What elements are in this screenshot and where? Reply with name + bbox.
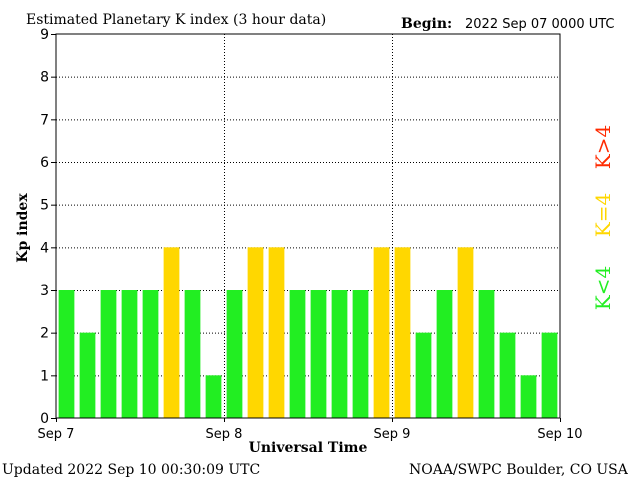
y-tick-label: 9: [40, 27, 49, 43]
y-axis-ticks: 0 1 2 3 4 5 6 7 8 9: [40, 27, 56, 427]
updated-timestamp: Updated 2022 Sep 10 00:30:09 UTC: [2, 462, 260, 478]
kp-bar: [142, 290, 159, 418]
kp-bar: [226, 290, 243, 418]
y-tick-label: 0: [40, 411, 49, 427]
x-axis-ticks: Sep 7 Sep 8 Sep 9 Sep 10: [38, 418, 583, 442]
plot-area: 0 1 2 3 4 5 6 7 8 9 Sep 7 Sep 8 Sep 9 Sep 10: [38, 27, 583, 442]
kp-bar: [457, 247, 474, 418]
kp-bar: [247, 247, 264, 418]
y-tick-label: 5: [40, 198, 49, 214]
y-tick-label: 8: [40, 70, 49, 86]
kp-bar: [121, 290, 138, 418]
kp-bar: [394, 247, 411, 418]
kp-bar: [352, 290, 369, 418]
kp-bar: [79, 332, 96, 418]
kp-bar: [163, 247, 180, 418]
kp-bar: [520, 375, 537, 418]
x-tick-label: Sep 8: [206, 427, 243, 442]
bars: [58, 247, 558, 418]
kp-bar: [331, 290, 348, 418]
kp-bar: [310, 290, 327, 418]
gridlines: [56, 34, 560, 418]
y-tick-label: 3: [40, 283, 49, 299]
legend-k-equal-4: K=4: [591, 193, 615, 237]
kp-bar: [58, 290, 75, 418]
y-tick-label: 1: [40, 368, 49, 384]
kp-bar: [415, 332, 432, 418]
begin-label: Begin:: [401, 16, 452, 32]
kp-bar: [373, 247, 390, 418]
kp-bar: [499, 332, 516, 418]
kp-bar: [478, 290, 495, 418]
x-tick-label: Sep 7: [38, 427, 75, 442]
x-axis-label: Universal Time: [249, 440, 368, 456]
x-tick-label: Sep 9: [374, 427, 411, 442]
kp-bar: [205, 375, 222, 418]
data-source: NOAA/SWPC Boulder, CO USA: [409, 462, 629, 478]
plot-frame: [55, 33, 561, 419]
y-tick-label: 4: [40, 240, 49, 256]
legend-k-above-4: K>4: [591, 125, 615, 169]
kp-bar: [436, 290, 453, 418]
y-tick-label: 6: [40, 155, 49, 171]
kp-bar: [100, 290, 117, 418]
x-tick-label: Sep 10: [537, 427, 582, 442]
kp-bar: [289, 290, 306, 418]
legend-k-below-4: K<4: [591, 266, 615, 310]
chart-title: Estimated Planetary K index (3 hour data…: [26, 12, 326, 28]
y-tick-label: 7: [40, 112, 49, 128]
y-axis-label: Kp index: [15, 193, 31, 263]
kp-bar: [541, 332, 558, 418]
y-tick-label: 2: [40, 326, 49, 342]
begin-value: 2022 Sep 07 0000 UTC: [465, 17, 615, 32]
kp-bar: [268, 247, 285, 418]
kp-bar: [184, 290, 201, 418]
